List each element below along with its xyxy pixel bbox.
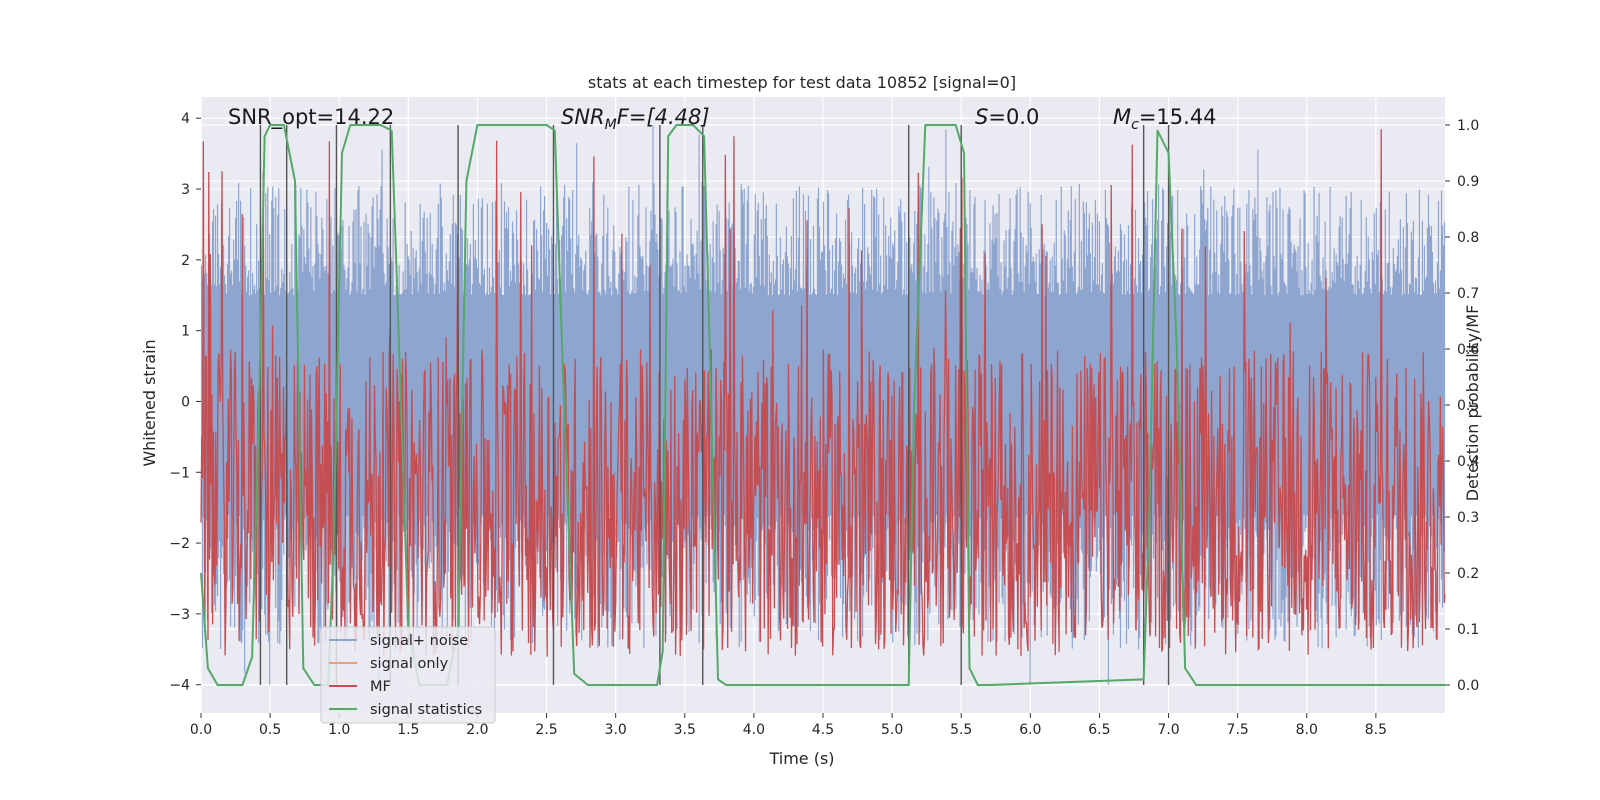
annotation-mc-sub: c: [1131, 117, 1139, 133]
x-tick-label: 1.0: [328, 722, 350, 738]
axes: 0.0 0.5 1.0 1.5 2.0 2.5 3.0 3.5 4.0 4.5 5.0 5.5 6.0 6…: [169, 111, 1479, 738]
y2-tick-label: 0.9: [1457, 174, 1479, 190]
legend: signal+ noise signal only MF signal stat…: [320, 626, 496, 724]
x-tick-label: 7.5: [1227, 722, 1249, 738]
x-tick-label: 6.5: [1088, 722, 1110, 738]
y-tick-label: 2: [181, 253, 190, 269]
y2-tick-label: 0.2: [1457, 566, 1479, 582]
annotation-s: S=0.0: [975, 105, 1039, 129]
x-tick-label: 3.5: [674, 722, 696, 738]
legend-label-noise: signal+ noise: [370, 633, 468, 649]
x-axis-label: Time (s): [768, 749, 834, 768]
y2-tick-label: 0.5: [1457, 398, 1479, 414]
y-tick-label: 4: [181, 111, 190, 127]
y-tick-label: 1: [181, 324, 190, 340]
y-tick-label: 3: [181, 182, 190, 198]
annotation-snr-mf-rest: F=[4.48]: [617, 105, 710, 129]
x-tick-label: 1.5: [397, 722, 419, 738]
legend-label-signal: signal only: [370, 656, 449, 672]
annotation-snr-mf: SNRMF=[4.48]: [561, 105, 710, 133]
signal-statistics-line: [200, 124, 1445, 686]
signal-statistics-series: [200, 124, 1445, 686]
y2-tick-label: 0.7: [1457, 286, 1479, 302]
y-tick-label: −2: [169, 536, 190, 552]
y2-tick-label: 0.1: [1457, 622, 1479, 638]
x-tick-label: 8.5: [1365, 722, 1387, 738]
x-tick-label: 5.0: [881, 722, 903, 738]
annotation-snr-opt: SNR_opt=14.22: [228, 105, 394, 130]
chart-title: stats at each timestep for test data 108…: [588, 73, 1016, 92]
x-tick-label: 3.0: [605, 722, 627, 738]
annotation-s-label: S: [975, 105, 988, 129]
y2-tick-label: 0.3: [1457, 510, 1479, 526]
x-tick-label: 8.0: [1296, 722, 1318, 738]
y-tick-label: −1: [169, 465, 190, 481]
annotation-mc-value: =15.44: [1139, 105, 1217, 129]
annotation-mc: Mc=15.44: [1113, 105, 1217, 133]
annotation-snr-mf-base: SNR: [561, 105, 605, 129]
annotation-snr-mf-sub: M: [605, 117, 617, 133]
x-tick-label: 6.0: [1019, 722, 1041, 738]
x-tick-label: 4.0: [743, 722, 765, 738]
y2-tick-label: 0.4: [1457, 454, 1479, 470]
legend-label-stats: signal statistics: [370, 702, 482, 718]
y2-axis-label: Detection probability/MF: [1463, 305, 1482, 502]
y-tick-label: −4: [169, 678, 190, 694]
x-tick-label: 0.5: [259, 722, 281, 738]
y2-tick-label: 0.6: [1457, 342, 1479, 358]
y2-tick-label: 0.8: [1457, 230, 1479, 246]
legend-box: [320, 626, 496, 724]
annotation-mc-label: M: [1113, 105, 1131, 129]
y-axis-label: Whitened strain: [140, 339, 159, 466]
x-tick-label: 2.0: [466, 722, 488, 738]
annotation-s-value: =0.0: [988, 105, 1039, 129]
x-tick-label: 4.5: [812, 722, 834, 738]
y2-tick-label: 0.0: [1457, 678, 1479, 694]
y-tick-label: −3: [169, 607, 190, 623]
x-tick-label: 5.5: [950, 722, 972, 738]
y-tick-label: 0: [181, 394, 190, 410]
y2-tick-label: 1.0: [1457, 118, 1479, 134]
x-tick-label: 2.5: [535, 722, 557, 738]
x-tick-label: 0.0: [190, 722, 212, 738]
legend-label-mf: MF: [370, 679, 391, 695]
x-tick-label: 7.0: [1157, 722, 1179, 738]
